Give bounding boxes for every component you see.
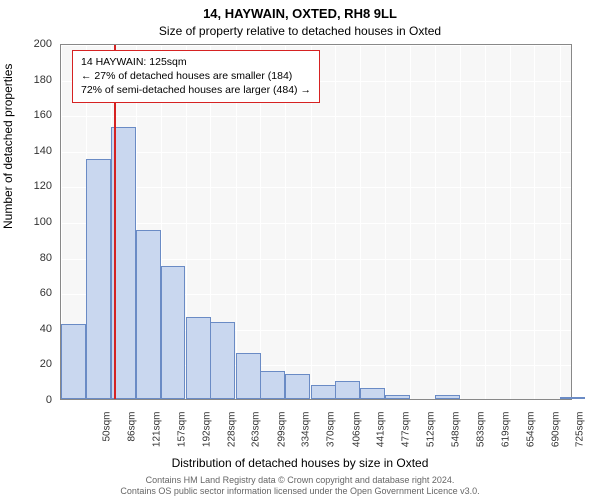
x-tick-label: 583sqm xyxy=(475,412,486,462)
annotation-line: 72% of semi-detached houses are larger (… xyxy=(81,83,311,97)
annotation-box: 14 HAYWAIN: 125sqm← 27% of detached hous… xyxy=(72,50,320,103)
y-tick-label: 20 xyxy=(12,358,52,370)
histogram-bar xyxy=(86,159,111,399)
annotation-line: ← 27% of detached houses are smaller (18… xyxy=(81,69,311,83)
gridline-v xyxy=(560,45,561,399)
histogram-bar xyxy=(61,324,86,399)
histogram-bar xyxy=(311,385,336,399)
chart-title-sub: Size of property relative to detached ho… xyxy=(0,24,600,38)
x-tick-label: 334sqm xyxy=(301,412,312,462)
x-tick-label: 299sqm xyxy=(276,412,287,462)
y-tick-label: 140 xyxy=(12,145,52,157)
y-tick-label: 40 xyxy=(12,323,52,335)
histogram-bar xyxy=(161,266,186,400)
x-tick-label: 725sqm xyxy=(575,412,586,462)
x-tick-label: 157sqm xyxy=(177,412,188,462)
y-tick-label: 120 xyxy=(12,180,52,192)
gridline-v xyxy=(360,45,361,399)
gridline-h xyxy=(61,401,571,402)
y-tick-label: 60 xyxy=(12,287,52,299)
gridline-v xyxy=(410,45,411,399)
gridline-v xyxy=(385,45,386,399)
y-tick-label: 200 xyxy=(12,38,52,50)
y-tick-label: 0 xyxy=(12,394,52,406)
x-tick-label: 512sqm xyxy=(426,412,437,462)
x-tick-label: 370sqm xyxy=(326,412,337,462)
gridline-h xyxy=(61,116,571,117)
histogram-bar xyxy=(136,230,161,399)
gridline-v xyxy=(335,45,336,399)
y-tick-label: 100 xyxy=(12,216,52,228)
histogram-bar xyxy=(435,395,460,399)
x-tick-label: 263sqm xyxy=(251,412,262,462)
gridline-v xyxy=(485,45,486,399)
histogram-bar xyxy=(210,322,235,399)
x-tick-label: 441sqm xyxy=(376,412,387,462)
histogram-bar xyxy=(335,381,360,399)
x-tick-label: 121sqm xyxy=(151,412,162,462)
footer-line-2: Contains OS public sector information li… xyxy=(0,486,600,498)
x-tick-label: 192sqm xyxy=(201,412,212,462)
chart-container: 14, HAYWAIN, OXTED, RH8 9LL Size of prop… xyxy=(0,0,600,500)
gridline-v xyxy=(460,45,461,399)
x-tick-label: 690sqm xyxy=(550,412,561,462)
x-tick-label: 654sqm xyxy=(525,412,536,462)
x-tick-label: 548sqm xyxy=(451,412,462,462)
y-tick-label: 160 xyxy=(12,109,52,121)
gridline-v xyxy=(435,45,436,399)
x-tick-label: 86sqm xyxy=(127,412,138,462)
gridline-h xyxy=(61,223,571,224)
histogram-bar xyxy=(186,317,211,399)
gridline-h xyxy=(61,152,571,153)
chart-title-main: 14, HAYWAIN, OXTED, RH8 9LL xyxy=(0,6,600,21)
y-tick-label: 80 xyxy=(12,252,52,264)
histogram-bar xyxy=(236,353,261,399)
histogram-bar xyxy=(260,371,285,399)
gridline-v xyxy=(510,45,511,399)
gridline-v xyxy=(534,45,535,399)
x-tick-label: 50sqm xyxy=(102,412,113,462)
footer-line-1: Contains HM Land Registry data © Crown c… xyxy=(0,475,600,487)
x-tick-label: 406sqm xyxy=(351,412,362,462)
annotation-line: 14 HAYWAIN: 125sqm xyxy=(81,55,311,69)
y-tick-label: 180 xyxy=(12,74,52,86)
x-tick-label: 228sqm xyxy=(226,412,237,462)
x-tick-label: 477sqm xyxy=(401,412,412,462)
x-tick-label: 619sqm xyxy=(501,412,512,462)
gridline-h xyxy=(61,45,571,46)
histogram-bar xyxy=(385,395,410,399)
chart-footer: Contains HM Land Registry data © Crown c… xyxy=(0,475,600,498)
histogram-bar xyxy=(360,388,385,399)
gridline-h xyxy=(61,187,571,188)
histogram-bar xyxy=(285,374,310,399)
histogram-bar xyxy=(560,397,585,399)
